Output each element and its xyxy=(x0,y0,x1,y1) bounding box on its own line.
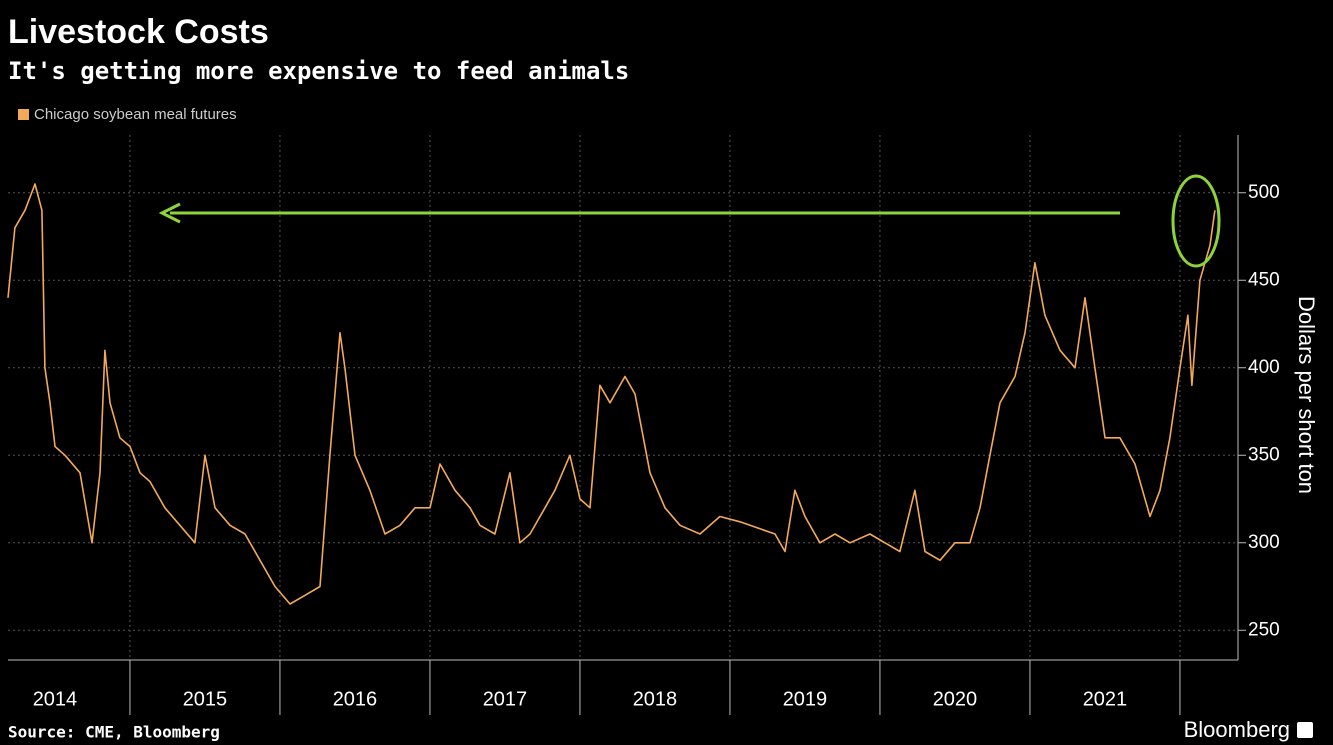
x-tick-label: 2017 xyxy=(483,688,528,710)
x-tick-label: 2019 xyxy=(783,688,828,710)
legend-label: Chicago soybean meal futures xyxy=(34,106,237,123)
y-tick-label: 250 xyxy=(1248,619,1280,640)
y-tick-label: 500 xyxy=(1248,182,1280,203)
x-tick-label: 2018 xyxy=(633,688,678,710)
chart-subtitle: It's getting more expensive to feed anim… xyxy=(8,57,629,85)
annotation-arrowhead xyxy=(158,202,181,224)
source: Source: CME, Bloomberg xyxy=(8,723,220,742)
annotation-circle xyxy=(1171,174,1221,268)
legend-swatch xyxy=(18,109,29,120)
brand-icon xyxy=(1297,722,1313,738)
y-axis-label: Dollars per short ton xyxy=(1294,296,1319,494)
chart-title: Livestock Costs xyxy=(8,13,269,51)
x-tick-label: 2015 xyxy=(183,688,228,710)
x-tick-label: 2020 xyxy=(933,688,978,710)
x-tick-label: 2021 xyxy=(1083,688,1128,710)
y-tick-label: 300 xyxy=(1248,532,1280,553)
series-line xyxy=(7,183,1216,605)
brand: Bloomberg xyxy=(1184,717,1290,742)
x-tick-label: 2014 xyxy=(33,688,78,710)
y-tick-label: 350 xyxy=(1248,444,1280,465)
plot: 250 300 350 400 450 500 2014 2015 2016 2017 2018 20… xyxy=(7,135,1280,715)
y-tick-label: 450 xyxy=(1248,269,1280,290)
y-tick-label: 400 xyxy=(1248,357,1280,378)
x-tick-label: 2016 xyxy=(333,688,378,710)
